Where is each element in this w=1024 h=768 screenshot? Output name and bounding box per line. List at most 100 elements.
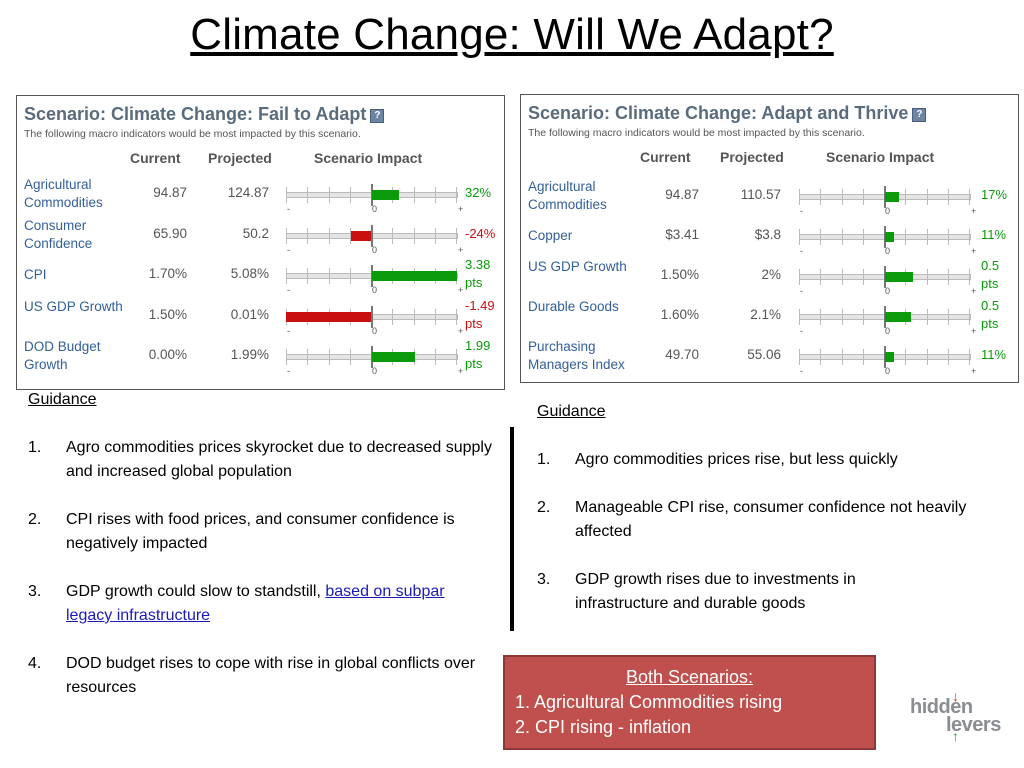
- indicator-row: US GDP Growth 1.50% 2% - 0 +0.5 pts: [521, 258, 1018, 298]
- gauge-tick: [392, 308, 394, 325]
- gauge-zero-label: 0: [885, 246, 891, 256]
- guidance-number: 2.: [537, 499, 551, 516]
- indicator-row: US GDP Growth 1.50% 0.01% - 0 + -1.49 pts: [17, 298, 504, 338]
- gauge-tick: [969, 269, 970, 285]
- gauge-tick: [926, 189, 928, 205]
- infrastructure-link[interactable]: based on subpar legacy infrastructure: [66, 583, 445, 624]
- hiddenlevers-logo: hidden ↓ levers ↑: [910, 688, 1010, 750]
- impact-line-1: 11%: [981, 227, 1007, 242]
- indicator-name[interactable]: CPI: [24, 267, 47, 282]
- gauge-tick: [349, 268, 351, 284]
- both-scenarios-box: Both Scenarios: 1. Agricultural Commodit…: [503, 655, 876, 750]
- gauge-tick: [926, 349, 928, 365]
- header-current: Current: [130, 150, 181, 166]
- guidance-number: 4.: [28, 655, 42, 672]
- gauge-min-label: -: [800, 206, 803, 216]
- slide-title: Climate Change: Will We Adapt?: [190, 10, 834, 59]
- gauge-tick: [434, 308, 436, 325]
- arrow-up-icon: ↑: [952, 728, 959, 744]
- impact-value: 11%: [981, 226, 1006, 244]
- indicator-name[interactable]: Purchasing Managers Index: [528, 339, 625, 372]
- indicator-name[interactable]: Copper: [528, 228, 573, 243]
- impact-line-2: pts: [465, 315, 483, 331]
- guidance-number: 1.: [28, 439, 42, 456]
- gauge-tick: [799, 229, 800, 245]
- gauge-zero-label: 0: [372, 285, 378, 295]
- gauge-tick: [434, 187, 436, 203]
- current-value: 1.50%: [148, 306, 187, 322]
- gauge-tick: [413, 308, 415, 325]
- gauge-tick: [947, 229, 949, 245]
- projected-value: 50.2: [242, 225, 269, 241]
- guidance-text: GDP growth could slow to standstill,: [66, 583, 326, 600]
- gauge-tick: [286, 349, 287, 365]
- indicator-name[interactable]: US GDP Growth: [528, 259, 627, 274]
- impact-line-1: 11%: [981, 347, 1007, 362]
- header-projected: Projected: [208, 150, 272, 166]
- current-value: 49.70: [665, 347, 699, 362]
- gauge-max-label: +: [458, 244, 464, 255]
- indicator-row: CPI 1.70% 5.08% - 0 +3.38 pts: [17, 257, 504, 297]
- logo-word-levers: levers: [946, 714, 1001, 736]
- indicator-row: DOD Budget Growth 0.00% 1.99% - 0 +1.99 pts: [17, 338, 504, 378]
- guidance-number: 3.: [28, 583, 42, 600]
- panel-subtitle: The following macro indicators would be …: [24, 128, 361, 140]
- gauge-tick: [307, 268, 309, 284]
- guidance-heading: Guidance: [537, 403, 606, 420]
- impact-gauge: - 0 +: [286, 304, 463, 344]
- indicator-row: Purchasing Managers Index 49.70 55.06 - 0 +11…: [521, 338, 1018, 378]
- logo-word-hidden: hidden: [910, 696, 973, 718]
- header-current: Current: [640, 149, 691, 165]
- gauge-tick: [456, 308, 457, 325]
- gauge-tick: [307, 187, 309, 203]
- projected-value: 55.06: [747, 347, 781, 362]
- gauge-tick: [947, 349, 949, 365]
- gauge-tick: [328, 349, 330, 365]
- impact-gauge: - 0 +: [799, 304, 976, 344]
- gauge-zero-label: 0: [885, 286, 891, 296]
- indicator-row: Agricultural Commodities 94.87 124.87 - 0 +32…: [17, 176, 504, 216]
- impact-line-1: 0.5: [981, 258, 1000, 273]
- indicator-name[interactable]: DOD Budget Growth: [24, 339, 101, 372]
- indicator-name[interactable]: US GDP Growth: [24, 298, 123, 314]
- gauge-tick: [307, 227, 309, 244]
- guidance-number: 3.: [537, 571, 551, 588]
- gauge-tick: [799, 349, 800, 365]
- projected-value: 0.01%: [230, 306, 269, 322]
- guidance-number: 1.: [537, 451, 551, 468]
- help-icon[interactable]: ?: [912, 108, 927, 122]
- gauge-tick: [328, 227, 330, 244]
- gauge-tick: [799, 309, 800, 325]
- indicator-name[interactable]: Consumer Confidence: [24, 217, 93, 251]
- indicator-name[interactable]: Durable Goods: [528, 299, 619, 314]
- gauge-zero-label: 0: [372, 366, 378, 376]
- gauge-tick: [862, 189, 864, 205]
- gauge-tick: [969, 349, 970, 365]
- gauge-tick: [926, 309, 928, 325]
- guidance-left: Guidance 1. Agro commodities prices skyr…: [28, 388, 503, 708]
- impact-gauge: - 0 +: [799, 184, 976, 224]
- impact-line-1: -24%: [465, 225, 496, 241]
- gauge-tick: [862, 269, 864, 285]
- impact-gauge: - 0 +: [799, 344, 976, 384]
- gauge-tick: [799, 269, 800, 285]
- gauge-tick: [328, 187, 330, 203]
- gauge-tick: [947, 309, 949, 325]
- gauge-zero-label: 0: [372, 244, 378, 255]
- indicator-name[interactable]: Agricultural Commodities: [24, 177, 103, 210]
- gauge-zero-label: 0: [885, 206, 891, 216]
- impact-value: 32%: [465, 184, 491, 202]
- indicator-row: Copper $3.41 $3.8 - 0 +11%: [521, 218, 1018, 258]
- help-icon[interactable]: ?: [370, 109, 385, 123]
- impact-bar: [885, 232, 895, 242]
- gauge-center: [371, 224, 373, 247]
- indicator-name[interactable]: Agricultural Commodities: [528, 179, 607, 212]
- gauge-tick: [820, 349, 822, 365]
- guidance-text: Agro commodities prices rise, but less q…: [575, 451, 898, 468]
- impact-bar: [885, 192, 900, 202]
- impact-line-1: 17%: [981, 187, 1008, 202]
- gauge-tick: [947, 269, 949, 285]
- indicator-row: Durable Goods 1.60% 2.1% - 0 +0.5 pts: [521, 298, 1018, 338]
- gauge-tick: [328, 268, 330, 284]
- gauge-max-label: +: [971, 206, 977, 216]
